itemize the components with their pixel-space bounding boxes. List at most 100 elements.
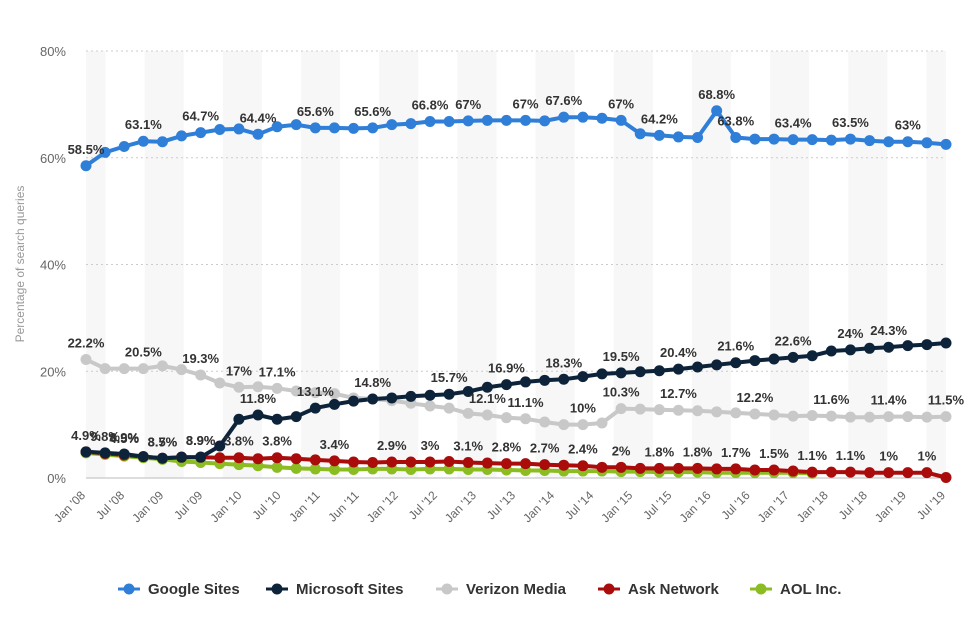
data-point-ask-network	[214, 452, 226, 464]
data-label: 9.8%	[90, 429, 120, 444]
x-tick-label: Jan '19	[872, 488, 909, 525]
data-label: 1%	[917, 449, 936, 464]
grid-lines	[86, 50, 946, 479]
x-tick-label: Jan '17	[755, 488, 792, 525]
data-point-google-sites	[615, 114, 627, 126]
data-label: 1.5%	[759, 446, 789, 461]
x-tick-label: Jan '12	[364, 488, 401, 525]
y-tick-label: 20%	[40, 364, 66, 379]
data-point-google-sites	[577, 111, 589, 123]
data-point-microsoft-sites	[176, 451, 188, 463]
data-label: 10%	[570, 401, 596, 416]
series-lines	[84, 108, 948, 480]
data-label: 14.8%	[354, 375, 391, 390]
data-labels: 58.5% 63.1% 64.7% 64.4% 65.6% 65.6% 66.8% 67% 67…	[68, 87, 965, 464]
data-point-verizon-media	[902, 411, 914, 423]
legend-marker	[123, 583, 135, 595]
data-point-google-sites	[539, 115, 551, 127]
data-point-google-sites	[348, 122, 360, 134]
data-point-microsoft-sites	[883, 341, 895, 353]
data-label: 3.8%	[262, 434, 292, 449]
data-point-google-sites	[118, 141, 130, 153]
data-point-microsoft-sites	[271, 413, 283, 425]
data-point-ask-network	[749, 464, 761, 476]
data-point-ask-network	[367, 457, 379, 469]
data-label: 67.6%	[545, 93, 582, 108]
data-point-google-sites	[309, 122, 321, 134]
data-point-google-sites	[825, 134, 837, 146]
data-label: 22.6%	[775, 333, 812, 348]
data-point-google-sites	[844, 133, 856, 145]
data-label: 19.5%	[603, 349, 640, 364]
data-label: 63.5%	[832, 115, 869, 130]
data-point-verizon-media	[520, 413, 532, 425]
data-point-verizon-media	[290, 385, 302, 397]
data-point-ask-network	[290, 453, 302, 465]
data-point-microsoft-sites	[462, 386, 474, 398]
data-point-microsoft-sites	[672, 363, 684, 375]
data-label: 2.7%	[530, 441, 560, 456]
data-point-verizon-media	[481, 409, 493, 421]
data-point-ask-network	[462, 457, 474, 469]
data-label: 63.8%	[717, 113, 754, 128]
data-label: 3.8%	[224, 434, 254, 449]
data-point-google-sites	[290, 119, 302, 131]
data-point-ask-network	[520, 458, 532, 470]
data-point-ask-network	[539, 459, 551, 471]
data-point-google-sites	[176, 130, 188, 142]
data-label: 4.9%	[71, 428, 101, 443]
data-point-verizon-media	[634, 403, 646, 415]
data-point-google-sites	[787, 134, 799, 146]
data-point-aol-inc-	[328, 463, 340, 475]
data-point-google-sites	[921, 137, 933, 149]
data-point-ask-network	[615, 461, 627, 473]
data-label: 63.4%	[775, 116, 812, 131]
data-point-microsoft-sites	[481, 381, 493, 393]
data-point-microsoft-sites	[500, 379, 512, 391]
series-line-google-sites	[84, 108, 948, 168]
data-point-ask-network	[864, 467, 876, 479]
data-point-google-sites	[940, 138, 952, 150]
data-point-ask-network	[558, 459, 570, 471]
y-tick-label: 0%	[47, 471, 66, 486]
data-point-verizon-media	[615, 403, 627, 415]
data-point-verizon-media	[768, 409, 780, 421]
data-point-microsoft-sites	[825, 345, 837, 357]
data-label: 2.8%	[492, 440, 522, 455]
legend-item-label: Ask Network	[628, 581, 720, 598]
data-point-microsoft-sites	[367, 393, 379, 405]
data-point-microsoft-sites	[864, 342, 876, 354]
data-point-microsoft-sites	[99, 447, 111, 459]
data-label: 24.3%	[870, 323, 907, 338]
x-tick-label: Jan '09	[129, 488, 166, 525]
data-label: 18.3%	[545, 355, 582, 370]
data-label: 12.2%	[736, 390, 773, 405]
data-point-verizon-media	[156, 360, 168, 372]
data-point-google-sites	[558, 111, 570, 123]
data-label: 3%	[421, 438, 440, 453]
data-point-google-sites	[214, 123, 226, 135]
y-axis-ticks: 0% 20% 40% 60% 80%	[40, 44, 66, 486]
data-point-ask-network	[787, 465, 799, 477]
data-point-google-sites	[672, 131, 684, 143]
data-point-microsoft-sites	[940, 337, 952, 349]
data-label: 3.1%	[453, 439, 483, 454]
data-label: 1.1%	[797, 448, 827, 463]
data-point-verizon-media	[711, 406, 723, 418]
data-point-microsoft-sites	[787, 351, 799, 363]
x-tick-label: Jul '09	[171, 488, 205, 522]
data-label: 63.1%	[125, 117, 162, 132]
x-tick-label: Jul '10	[249, 488, 283, 522]
data-point-verizon-media	[806, 410, 818, 422]
data-point-ask-network	[348, 456, 360, 468]
data-point-ask-network	[806, 466, 818, 478]
data-label: 67%	[455, 97, 481, 112]
data-point-aol-inc-	[290, 462, 302, 474]
data-point-verizon-media	[195, 369, 207, 381]
data-point-ask-network	[405, 456, 417, 468]
data-point-microsoft-sites	[137, 451, 149, 463]
data-point-verizon-media	[443, 402, 455, 414]
data-point-google-sites	[730, 131, 742, 143]
data-label: 1.8%	[645, 444, 675, 459]
